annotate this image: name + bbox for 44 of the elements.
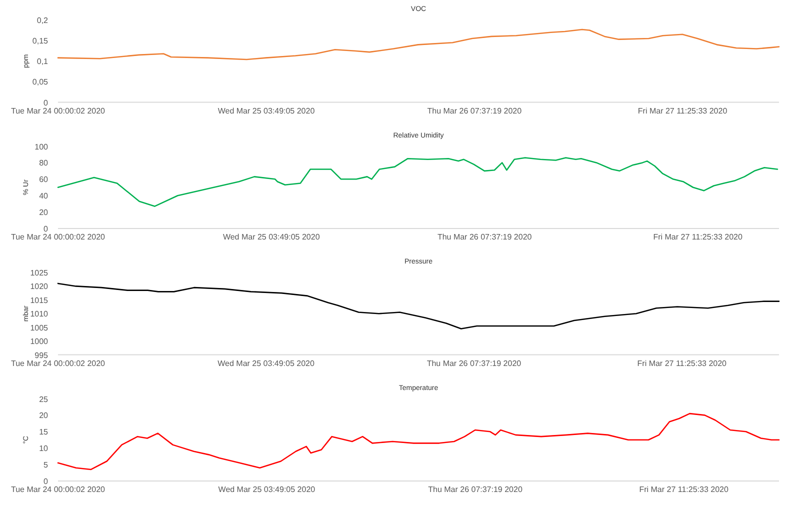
y-tick-label: 20 — [39, 208, 49, 218]
x-tick-label: Thu Mar 26 07:37:19 2020 — [427, 106, 522, 116]
x-tick-label: Wed Mar 25 03:49:05 2020 — [218, 485, 316, 494]
line-series — [57, 28, 780, 60]
x-tick-label: Tue Mar 24 00:00:02 2020 — [11, 485, 106, 494]
y-tick-label: 100 — [34, 142, 49, 152]
y-tick-label: 0 — [44, 224, 49, 234]
x-tick-label: Wed Mar 25 03:49:05 2020 — [218, 106, 316, 116]
y-tick-label: 20 — [39, 411, 49, 420]
x-tick-label: Fri Mar 27 11:25:33 2020 — [637, 358, 728, 368]
y-tick-label: 1005 — [30, 323, 49, 332]
x-tick-label: Tue Mar 24 00:00:02 2020 — [11, 232, 106, 242]
x-tick-label: Thu Mar 26 07:37:19 2020 — [426, 358, 522, 368]
y-tick-label: 5 — [44, 460, 49, 470]
y-tick-label: 1015 — [30, 296, 49, 305]
line-series — [57, 157, 778, 207]
y-tick-label: 40 — [39, 192, 49, 201]
line-series — [57, 412, 780, 470]
y-tick-label: 1010 — [30, 310, 49, 319]
y-tick-label: 0 — [44, 98, 49, 108]
x-tick-label: Fri Mar 27 11:25:33 2020 — [639, 485, 730, 494]
y-tick-label: 15 — [39, 428, 49, 437]
y-tick-label: 0 — [44, 477, 49, 486]
y-tick-label: 0,1 — [36, 57, 49, 66]
y-tick-label: 60 — [39, 175, 49, 184]
y-tick-label: 995 — [34, 350, 49, 360]
x-tick-label: Tue Mar 24 00:00:02 2020 — [11, 358, 106, 368]
y-tick-label: 1025 — [30, 268, 49, 278]
x-tick-label: Fri Mar 27 11:25:33 2020 — [638, 106, 728, 116]
y-tick-label: 1020 — [30, 282, 49, 292]
x-tick-label: Wed Mar 25 03:49:05 2020 — [222, 232, 320, 242]
x-tick-label: Thu Mar 26 07:37:19 2020 — [428, 485, 523, 494]
x-tick-label: Tue Mar 24 00:00:02 2020 — [11, 106, 106, 116]
x-tick-label: Thu Mar 26 07:37:19 2020 — [437, 232, 532, 242]
y-tick-label: 0,15 — [32, 36, 49, 46]
y-tick-label: 0,2 — [36, 16, 49, 25]
x-tick-label: Wed Mar 25 03:49:05 2020 — [218, 358, 315, 368]
y-tick-label: 25 — [39, 394, 49, 404]
line-series — [57, 282, 780, 330]
y-tick-label: 10 — [39, 444, 49, 454]
x-tick-label: Fri Mar 27 11:25:33 2020 — [653, 232, 743, 242]
y-tick-label: 0,05 — [32, 78, 49, 87]
y-tick-label: 80 — [39, 158, 49, 168]
y-tick-label: 1000 — [30, 337, 49, 346]
